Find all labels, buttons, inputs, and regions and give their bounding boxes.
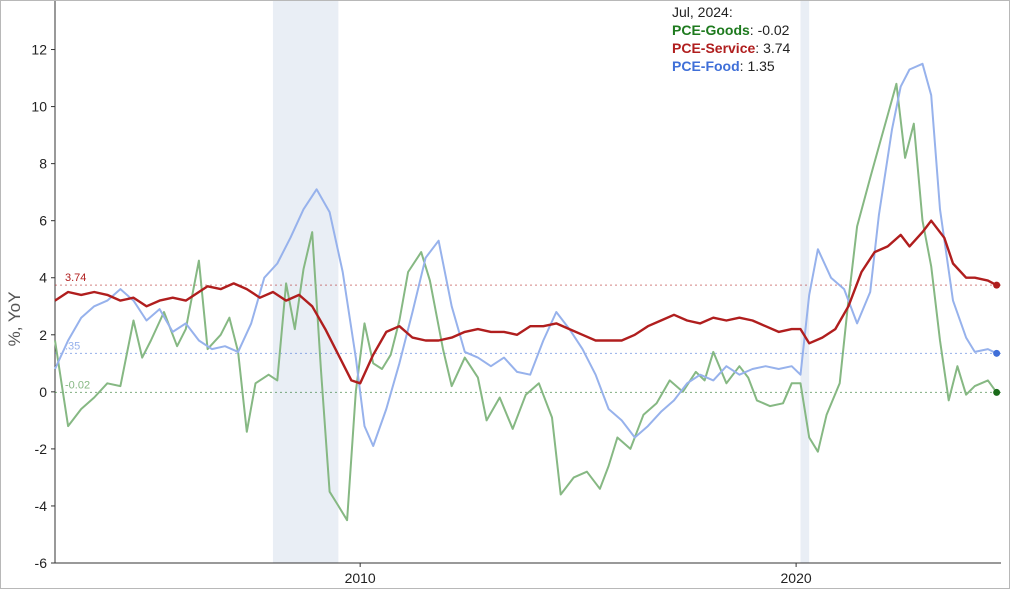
last-value-reference-lines: -0.02 .35 3.74 xyxy=(55,272,1001,393)
tooltip-service-name: PCE-Service xyxy=(672,40,756,56)
recession-band-1 xyxy=(800,1,810,563)
pce-food-end-marker xyxy=(993,349,1001,357)
pce-service-end-marker xyxy=(993,281,1001,289)
recession-shading xyxy=(272,1,810,563)
tooltip-item-goods: PCE-Goods: -0.02 xyxy=(672,22,790,38)
tooltip-goods-value: -0.02 xyxy=(757,22,790,38)
y-tick-label: 8 xyxy=(39,156,47,172)
pce-food-line xyxy=(54,62,998,447)
pce-food-last-value-label: .35 xyxy=(65,340,80,352)
y-tick-label: 10 xyxy=(31,99,47,115)
tooltip-date: Jul, 2024: xyxy=(672,4,733,20)
y-tick-label: -6 xyxy=(35,555,48,571)
tooltip-food-value: 1.35 xyxy=(747,58,775,74)
tooltip-food-name: PCE-Food xyxy=(672,58,740,74)
pce-goods-line xyxy=(54,82,998,522)
tooltip-goods-name: PCE-Goods xyxy=(672,22,750,38)
tooltip-service-value: 3.74 xyxy=(763,40,791,56)
y-axis-label: %, YoY xyxy=(5,292,24,347)
tooltip-item-service: PCE-Service: 3.74 xyxy=(672,40,791,56)
pce-service-line xyxy=(54,219,998,385)
x-tick-label: 2020 xyxy=(781,570,812,586)
y-tick-label: 2 xyxy=(39,327,47,343)
x-tick-label: 2010 xyxy=(345,570,376,586)
tooltip-item-food: PCE-Food: 1.35 xyxy=(672,58,775,74)
y-tick-label: 0 xyxy=(39,384,47,400)
pce-goods-last-value-label: -0.02 xyxy=(65,379,90,391)
pce-goods-end-marker xyxy=(993,388,1001,396)
y-tick-label: 6 xyxy=(39,213,47,229)
y-tick-label: -4 xyxy=(35,498,48,514)
y-tick-label: 4 xyxy=(39,270,47,286)
end-markers xyxy=(993,281,1001,396)
axes: -6 -4 -2 0 2 4 6 8 10 12 2010 2020 xyxy=(31,1,1001,586)
y-tick-label: -2 xyxy=(35,441,48,457)
hover-tooltip: Jul, 2024: PCE-Goods: -0.02 PCE-Service:… xyxy=(672,3,790,75)
series-lines xyxy=(54,62,998,522)
pce-service-last-value-label: 3.74 xyxy=(65,272,86,284)
y-tick-label: 12 xyxy=(31,42,47,58)
